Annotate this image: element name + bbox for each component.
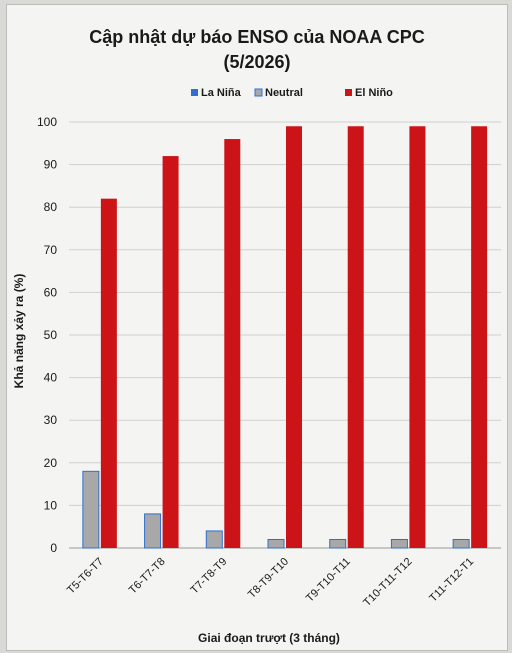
x-tick-label: T5-T6-T7 <box>65 556 106 597</box>
x-tick-label: T10-T11-T12 <box>361 556 414 609</box>
bar-el-ni-o-1 <box>162 156 179 548</box>
chart-card: Cập nhật dự báo ENSO của NOAA CPC (5/202… <box>6 4 508 651</box>
y-tick-label: 100 <box>37 115 57 129</box>
x-tick-label: T7-T8-T9 <box>189 556 230 597</box>
bar-el-ni-o-3 <box>286 126 302 548</box>
gridlines <box>69 121 501 549</box>
bar-el-ni-o-6 <box>471 126 488 548</box>
bar-marks <box>82 126 488 549</box>
enso-bar-chart: Cập nhật dự báo ENSO của NOAA CPC (5/202… <box>12 27 501 645</box>
y-axis-ticks: 0 10 20 30 40 50 60 70 80 90 100 <box>37 115 57 555</box>
chart-subtitle: (5/2026) <box>223 52 290 72</box>
bar-neutral-0 <box>82 470 100 549</box>
y-tick-label: 0 <box>50 541 57 555</box>
x-tick-label: T8-T9-T10 <box>246 556 291 601</box>
y-tick-label: 10 <box>44 498 58 512</box>
y-tick-label: 50 <box>44 328 58 342</box>
y-tick-label: 40 <box>44 371 58 385</box>
chart-title: Cập nhật dự báo ENSO của NOAA CPC <box>89 27 424 47</box>
chart-legend: La Niña Neutral El Niño <box>191 87 393 99</box>
legend-label: Neutral <box>265 87 303 99</box>
x-tick-label: T11-T12-T1 <box>427 556 476 605</box>
y-tick-label: 20 <box>44 456 58 470</box>
bar-neutral-4 <box>329 538 347 549</box>
bar-neutral-1 <box>144 513 162 549</box>
bar-el-ni-o-4 <box>347 126 364 548</box>
x-tick-label: T9-T10-T11 <box>304 556 353 605</box>
bar-el-ni-o-2 <box>224 139 241 549</box>
y-axis-label: Khả năng xảy ra (%) <box>12 274 26 389</box>
legend-swatch <box>191 89 198 96</box>
y-tick-label: 70 <box>44 243 58 257</box>
x-axis-ticks: T5-T6-T7 T6-T7-T8 T7-T8-T9 T8-T9-T10 T9-T10-… <box>65 556 476 609</box>
bar-neutral-6 <box>452 538 470 549</box>
bar-neutral-3 <box>267 538 285 549</box>
bar-el-ni-o-5 <box>409 126 426 548</box>
legend-label: La Niña <box>201 87 242 99</box>
y-tick-label: 80 <box>44 200 58 214</box>
y-tick-label: 60 <box>44 285 58 299</box>
x-tick-label: T6-T7-T8 <box>127 556 168 597</box>
legend-swatch <box>254 88 263 97</box>
x-axis-label: Giai đoạn trượt (3 tháng) <box>198 631 340 645</box>
legend-label: El Niño <box>355 87 393 99</box>
legend-swatch <box>345 89 352 96</box>
bar-neutral-5 <box>390 538 408 549</box>
y-tick-label: 30 <box>44 413 58 427</box>
y-tick-label: 90 <box>44 158 58 172</box>
bar-el-ni-o-0 <box>100 198 117 548</box>
bar-neutral-2 <box>205 530 223 549</box>
